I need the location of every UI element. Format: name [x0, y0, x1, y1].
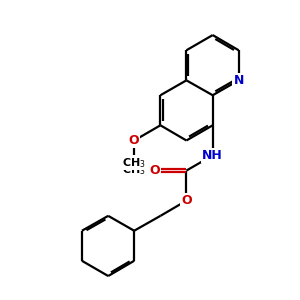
Text: CH$_3$: CH$_3$	[122, 164, 146, 178]
Text: O: O	[150, 164, 160, 177]
Text: O: O	[129, 134, 140, 147]
Text: NH: NH	[202, 149, 223, 162]
Text: N: N	[233, 74, 244, 87]
Text: CH$_3$: CH$_3$	[122, 156, 146, 170]
Text: O: O	[181, 194, 192, 207]
